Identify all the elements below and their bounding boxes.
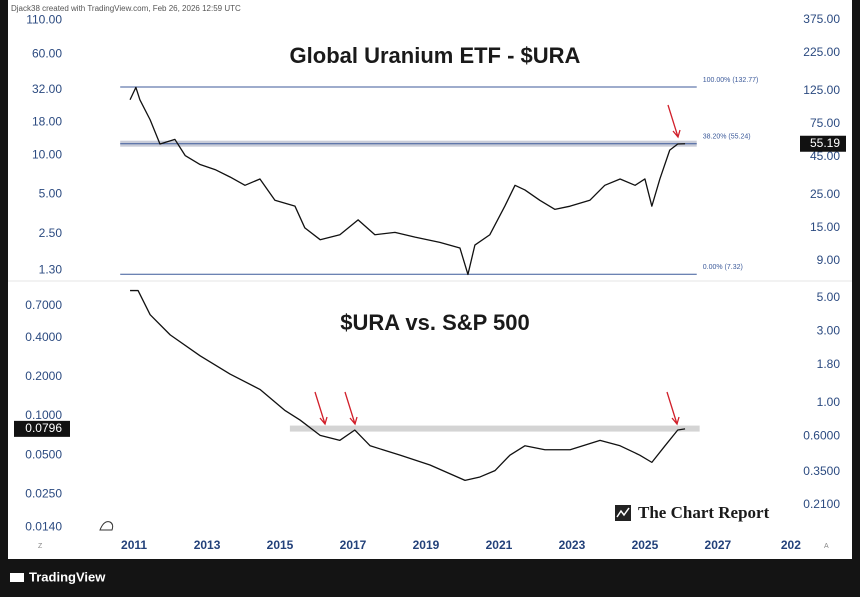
footer: TradingView	[29, 569, 106, 584]
fib-label: 38.20% (55.24)	[703, 134, 751, 141]
header: Djack38 created with TradingView.com, Fe…	[11, 4, 241, 13]
chart-title: Global Uranium ETF - $URA	[290, 43, 581, 68]
fib-label: 0.00% (7.32)	[703, 264, 743, 271]
x-tick-label: 2027	[705, 538, 732, 552]
y2-tick-label: 0.6000	[803, 429, 840, 443]
price-line	[129, 86, 686, 276]
y2-tick-label: 25.00	[810, 187, 840, 201]
y2-tick-label: 375.00	[803, 12, 840, 26]
fib-label: 100.00% (132.77)	[703, 77, 759, 84]
y2-tick-label: 15.00	[810, 220, 840, 234]
y-tick-label: 5.00	[39, 187, 63, 201]
x-tick-label: 2023	[559, 538, 586, 552]
chart-title: $URA vs. S&P 500	[340, 310, 530, 335]
last-value-label: 0.0796	[25, 421, 62, 435]
axis-button[interactable]: A	[824, 543, 829, 550]
y2-tick-label: 0.3500	[803, 464, 840, 478]
y2-tick-label: 225.00	[803, 45, 840, 59]
y-tick-label: 60.00	[32, 46, 62, 60]
y-tick-label: 0.0500	[25, 447, 62, 461]
tv-icon	[99, 521, 114, 531]
x-tick-label: 202	[781, 538, 801, 552]
y2-tick-label: 5.00	[817, 290, 841, 304]
x-tick-label: 2011	[121, 538, 147, 552]
y-tick-label: 0.0250	[25, 487, 62, 501]
arrow	[666, 391, 680, 426]
annotation-arrows	[314, 104, 681, 426]
y-tick-label: 0.1000	[25, 408, 62, 422]
y-tick-label: 0.2000	[25, 369, 62, 383]
y2-tick-label: 45.00	[810, 149, 840, 163]
y-tick-label: 0.0140	[25, 519, 62, 533]
y-tick-label: 1.30	[39, 263, 63, 277]
arrow	[314, 391, 328, 426]
x-tick-label: 2017	[340, 538, 367, 552]
axis-button[interactable]: Z	[38, 543, 43, 550]
x-tick-label: 2021	[486, 538, 513, 552]
last-value-label: 55.19	[810, 136, 840, 150]
y-tick-label: 110.00	[26, 12, 62, 26]
watermark: The Chart Report	[638, 503, 770, 522]
arrow	[344, 391, 358, 426]
y2-tick-label: 75.00	[810, 116, 840, 130]
x-tick-label: 2019	[413, 538, 440, 552]
y-tick-label: 32.00	[32, 82, 62, 96]
resistance-band	[289, 425, 700, 432]
y2-tick-label: 3.00	[817, 324, 841, 338]
y-tick-label: 0.7000	[25, 298, 62, 312]
y-tick-label: 18.00	[32, 114, 62, 128]
y2-tick-label: 0.2100	[803, 497, 840, 511]
last-value-box	[800, 135, 846, 152]
x-tick-label: 2013	[194, 538, 221, 552]
arrow	[667, 104, 681, 139]
y-tick-label: 2.50	[39, 226, 63, 240]
y2-tick-label: 9.00	[817, 253, 841, 267]
y2-tick-label: 1.00	[817, 395, 841, 409]
watermark-logo	[615, 505, 631, 521]
y2-tick-label: 1.80	[817, 357, 841, 371]
y2-tick-label: 125.00	[803, 83, 840, 97]
chart-background	[8, 0, 852, 559]
y-tick-label: 10.00	[32, 148, 62, 162]
last-value-box	[14, 420, 70, 437]
x-tick-label: 2015	[267, 538, 294, 552]
y-tick-label: 0.4000	[25, 330, 62, 344]
x-tick-label: 2025	[632, 538, 659, 552]
price-line	[130, 289, 686, 482]
footer-logo	[10, 573, 24, 582]
